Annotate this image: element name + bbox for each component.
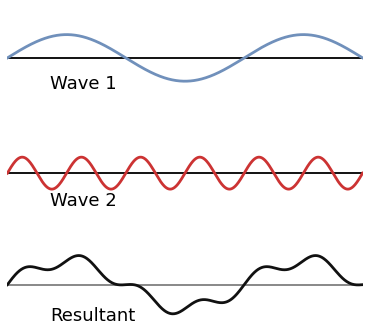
Text: Wave 2: Wave 2 [50, 192, 117, 210]
Text: Wave 1: Wave 1 [50, 74, 117, 93]
Text: Resultant: Resultant [50, 307, 135, 325]
